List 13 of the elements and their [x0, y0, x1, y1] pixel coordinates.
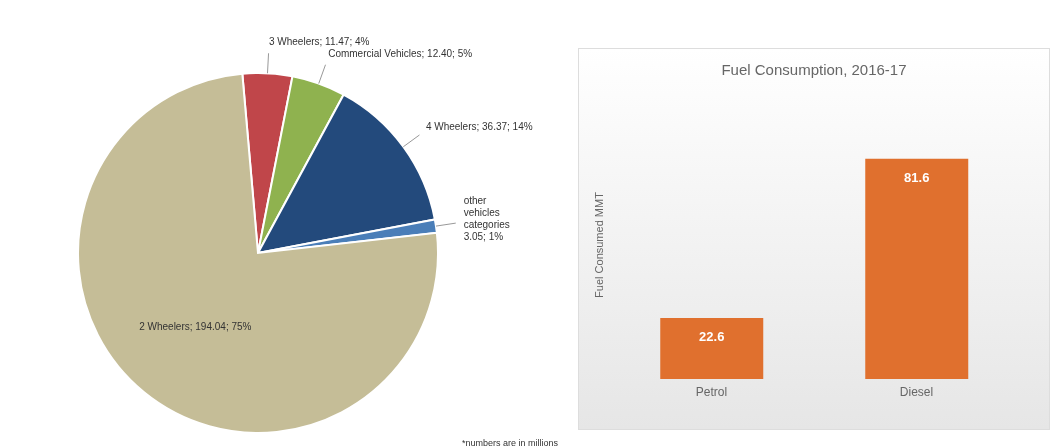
slice-label: other vehicles categories — [463, 194, 510, 230]
x-tick-label: Diesel — [899, 384, 934, 399]
slice-label: 3 Wheelers; 11.47; 4% — [268, 36, 370, 48]
slice-label: 4 Wheelers; 36.37; 14% — [425, 121, 533, 133]
y-axis-title: Fuel Consumed MMT — [593, 191, 605, 300]
text: *numbers are in millions — [461, 438, 558, 447]
slice-label: Commercial Vehicles; 12.40; 5% — [328, 48, 473, 60]
data-label: 3.05; 1% — [463, 230, 504, 242]
chart-title: Fuel Consumption, 2016-17 — [720, 60, 908, 80]
data-label: 81.6 — [904, 169, 930, 185]
x-tick-label: Petrol — [695, 384, 728, 399]
slice-label: 2 Wheelers; 194.04; 75% — [139, 320, 252, 332]
data-label: 22.6 — [699, 329, 725, 345]
